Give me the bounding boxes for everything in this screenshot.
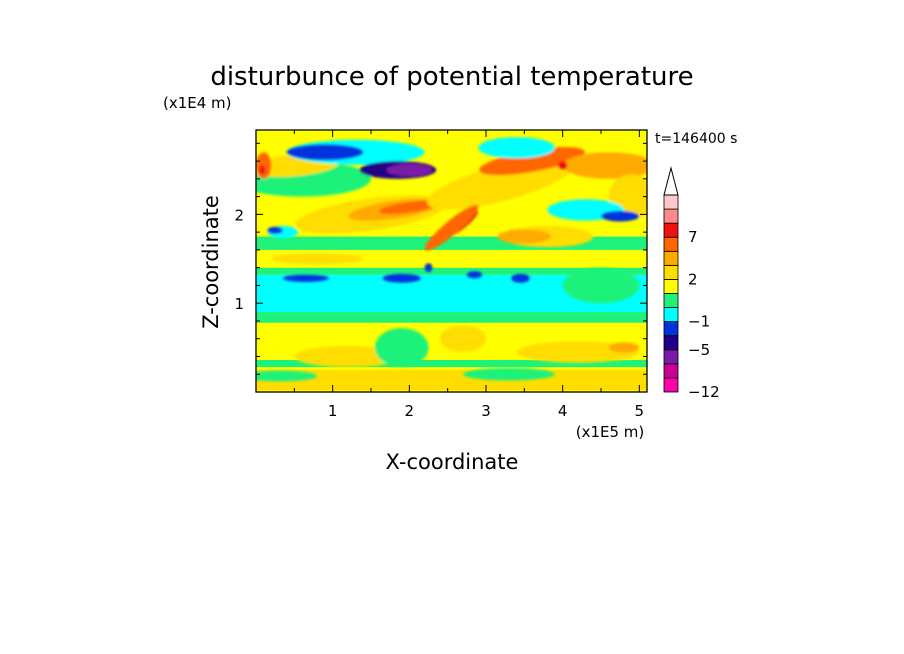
field-contour [497, 229, 552, 244]
field-contour [466, 271, 483, 279]
field-contour [256, 370, 318, 382]
field-contour [386, 163, 433, 177]
field-contour [259, 165, 266, 175]
field-contour [562, 152, 647, 179]
x-tick-label: 3 [481, 402, 491, 420]
colorbar-swatch [663, 335, 679, 351]
field-contour [256, 152, 272, 179]
colorbar-label: −5 [688, 341, 710, 359]
x-axis: 1 2 3 4 5 [293, 130, 645, 420]
field-contour [479, 147, 585, 176]
y-tick-label: 2 [234, 206, 244, 224]
field-contour [511, 273, 530, 283]
contour-field [256, 130, 647, 392]
field-contour [601, 210, 640, 222]
x-tick-label: 1 [328, 402, 338, 420]
colorbar-swatch [663, 208, 679, 224]
x-tick-label: 4 [558, 402, 568, 420]
colorbar-swatch [663, 222, 679, 238]
plot-frame [255, 129, 648, 393]
field-contour [378, 200, 440, 215]
y-tick-label: 1 [234, 295, 244, 313]
field-contour [516, 341, 640, 363]
colorbar-label: 2 [688, 270, 698, 288]
colorbar-label: 7 [688, 228, 698, 246]
band-yellow-mid [256, 249, 647, 268]
field-contour [267, 226, 283, 234]
field-contour [271, 253, 364, 265]
field-contour [478, 137, 555, 159]
field-contour [562, 267, 640, 304]
colorbar-swatch [663, 279, 679, 294]
field-features [256, 137, 647, 382]
y-axis-unit: (x1E4 m) [163, 94, 232, 112]
colorbar-label: −1 [688, 313, 710, 331]
band-green [256, 312, 647, 323]
colorbar-swatch [663, 349, 679, 365]
field-contour [424, 263, 433, 273]
x-axis-label: X-coordinate [386, 450, 519, 474]
colorbar-extend-arrow [663, 166, 679, 196]
band-low [256, 369, 647, 391]
colorbar-swatch [663, 307, 679, 323]
colorbar-swatch [663, 293, 679, 308]
field-contour [286, 144, 364, 161]
chart-title: disturbunce of potential temperature [210, 62, 693, 92]
colorbar-swatch [663, 363, 679, 379]
field-contour [440, 325, 486, 353]
field-contour [282, 274, 329, 282]
field-contour [294, 345, 402, 368]
y-axis-label: Z-coordinate [199, 195, 223, 329]
colorbar-swatch [663, 377, 679, 393]
x-axis-unit: (x1E5 m) [576, 423, 645, 441]
colorbar: 7 2 −1 −5 −12 [663, 166, 720, 401]
band-green-mid [256, 267, 647, 275]
x-tick-label: 2 [405, 402, 415, 420]
band-green-low [256, 360, 647, 368]
field-contour [382, 273, 421, 283]
colorbar-label: −12 [688, 383, 720, 401]
y-axis: 12 [234, 142, 647, 375]
field-contour [558, 161, 568, 170]
colorbar-swatch [663, 264, 679, 280]
field-contour [424, 204, 479, 251]
colorbar-swatch [663, 236, 679, 252]
field-contour [463, 368, 555, 381]
field-contour [374, 328, 429, 368]
x-tick-label: 5 [635, 402, 645, 420]
colorbar-swatch [663, 250, 679, 266]
colorbar-swatch [663, 321, 679, 337]
field-contour [608, 342, 640, 353]
colorbar-swatch [663, 194, 679, 210]
time-label: t=146400 s [655, 131, 737, 147]
